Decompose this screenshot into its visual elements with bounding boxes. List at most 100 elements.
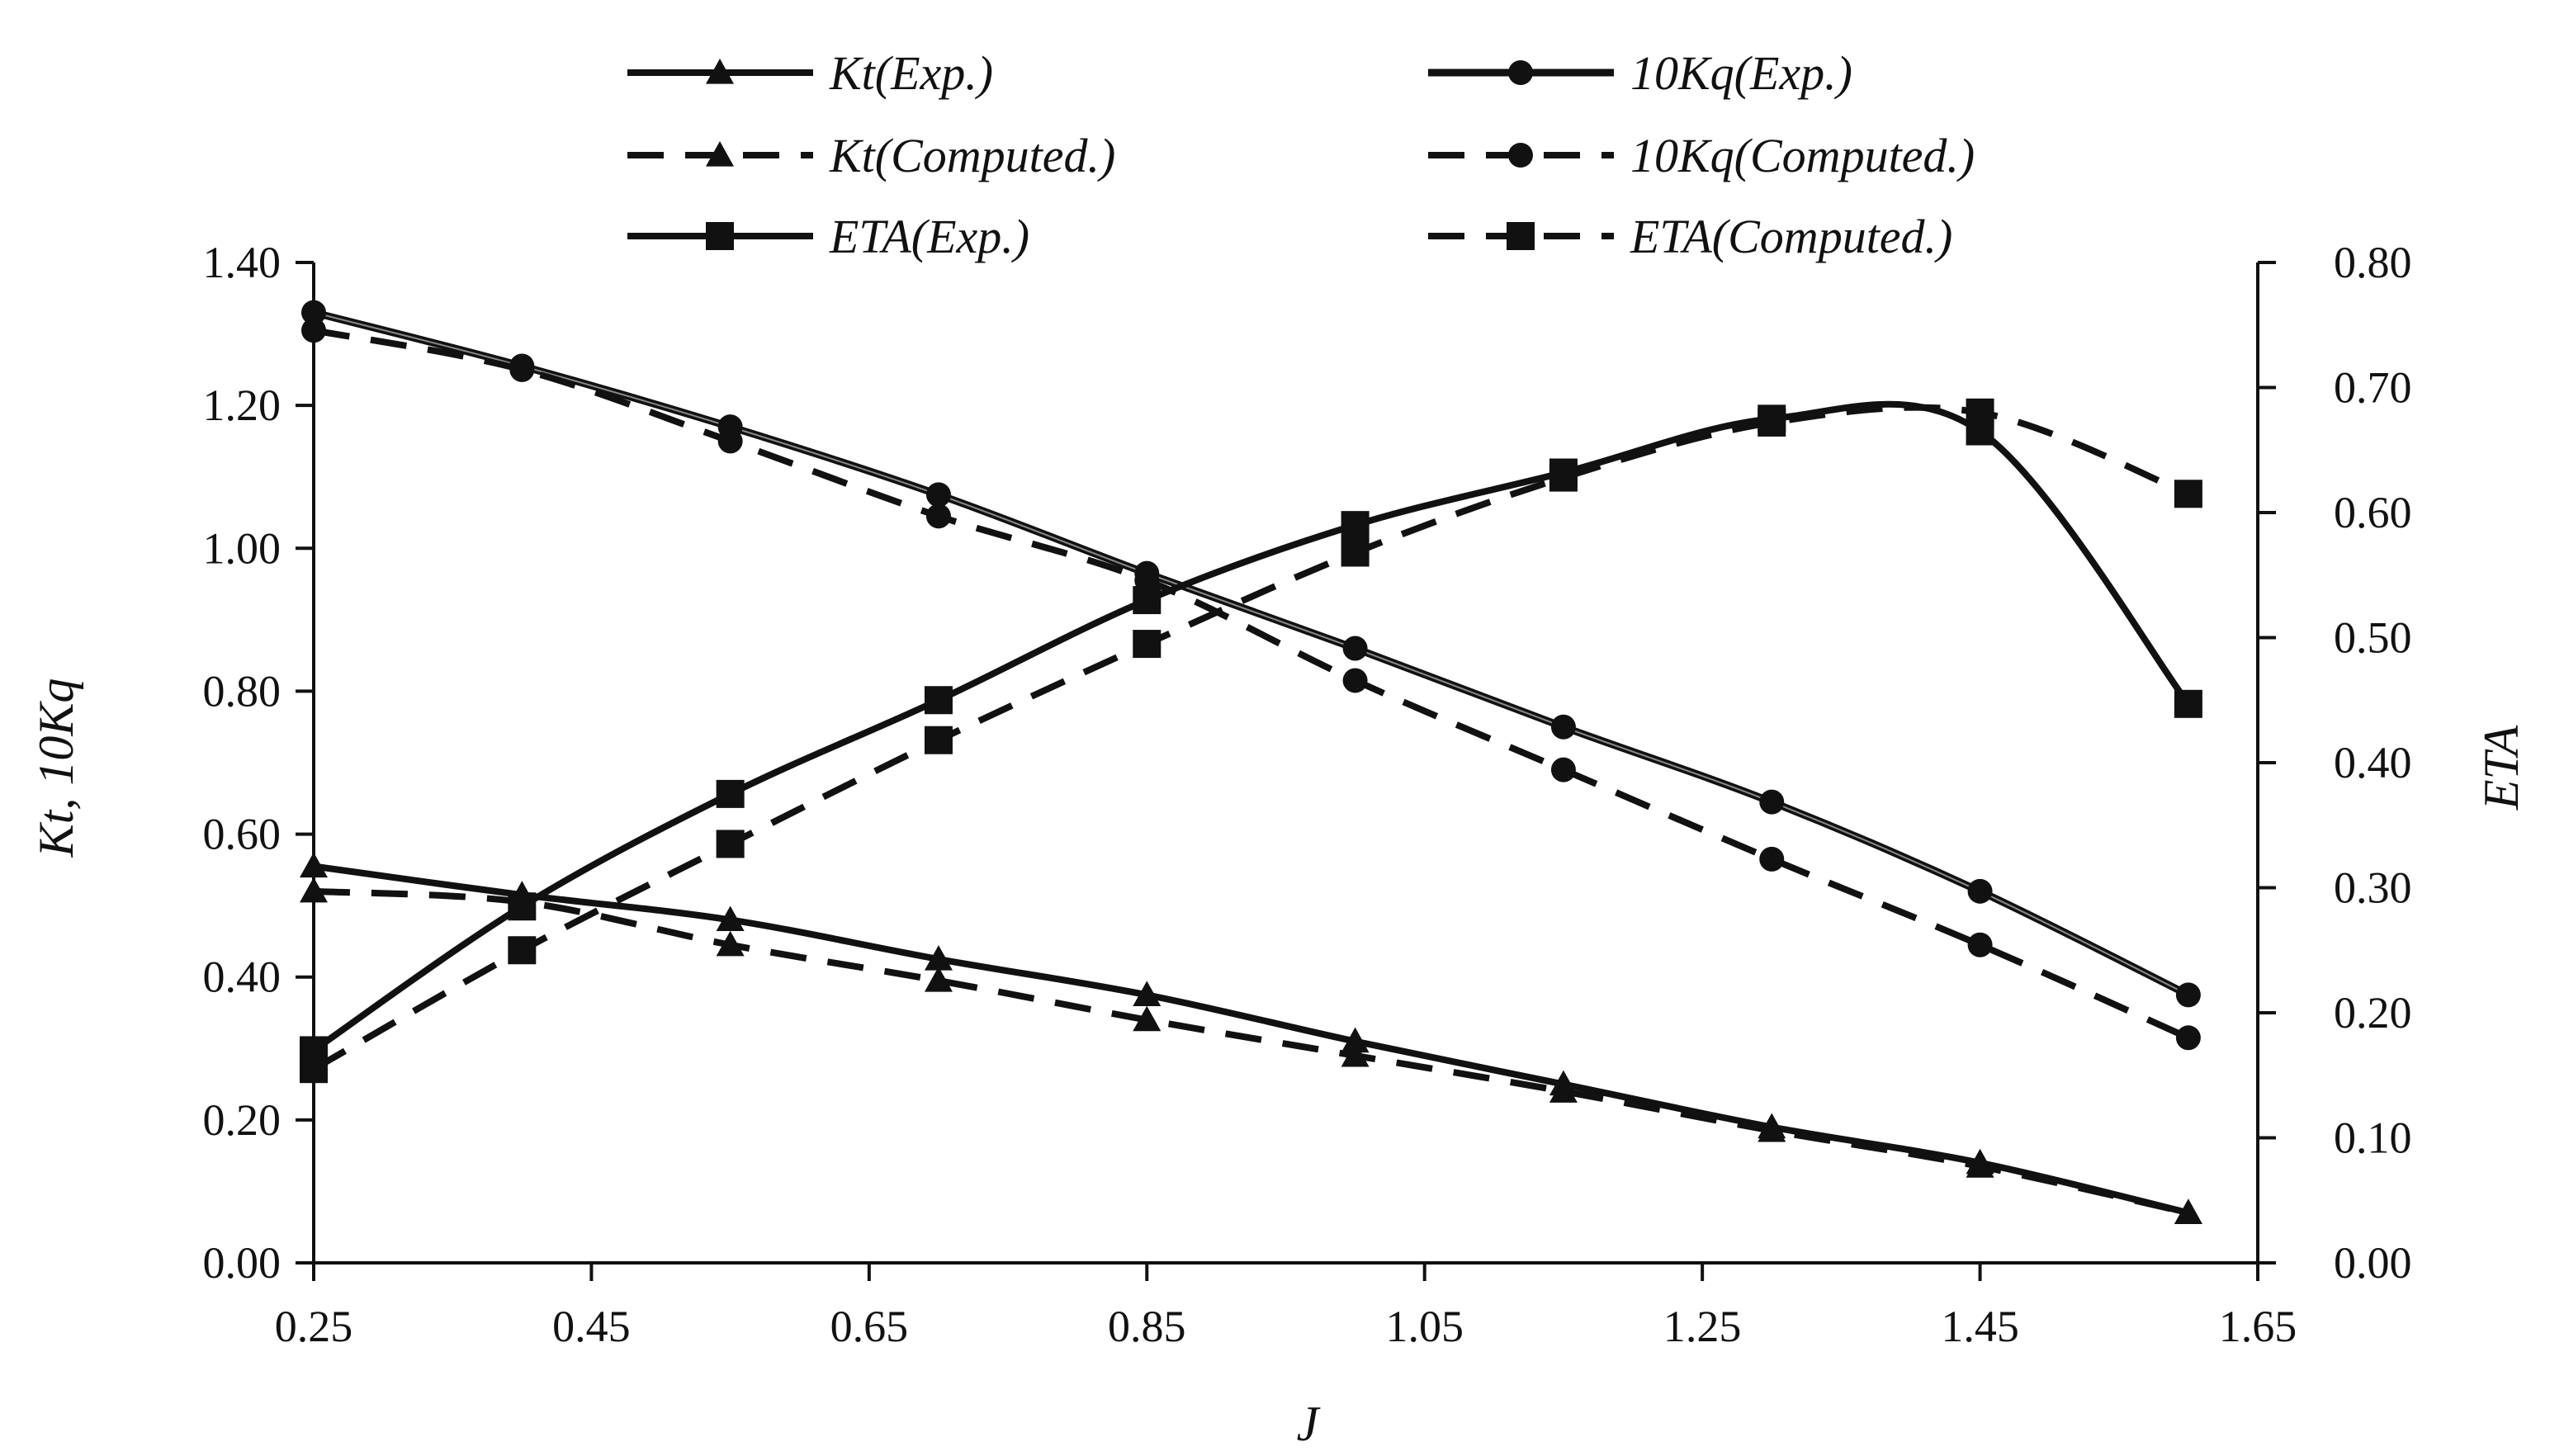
data-point bbox=[1134, 568, 1160, 593]
data-point bbox=[300, 1055, 328, 1084]
data-point bbox=[925, 482, 951, 508]
x-tick-label: 0.65 bbox=[830, 1302, 909, 1351]
legend-swatch-marker bbox=[706, 141, 734, 167]
x-tick-label: 1.45 bbox=[1941, 1302, 2019, 1351]
data-point bbox=[1758, 1116, 1786, 1142]
legend-item: Kt(Exp.) bbox=[627, 46, 993, 100]
series-line bbox=[311, 400, 2192, 1053]
y-tick-label-right: 0.30 bbox=[2334, 863, 2412, 913]
y-tick-label-left: 0.80 bbox=[203, 666, 281, 716]
legend-swatch-marker bbox=[1507, 222, 1535, 250]
y-axis-title-left: Kt, 10Kq bbox=[29, 678, 83, 858]
data-point bbox=[716, 930, 745, 957]
data-point bbox=[2175, 982, 2201, 1008]
y-axis-title-right: ETA bbox=[2474, 726, 2529, 811]
data-point bbox=[1966, 398, 1994, 427]
legend-label: 10Kq(Computed.) bbox=[1630, 129, 1975, 182]
data-point bbox=[1758, 408, 1786, 437]
data-point bbox=[2175, 1025, 2201, 1051]
data-point bbox=[925, 503, 951, 529]
series-layer bbox=[300, 300, 2202, 1224]
legend-label: ETA(Computed.) bbox=[1630, 210, 1952, 263]
x-tick-label: 0.85 bbox=[1108, 1302, 1186, 1351]
series-kt-computed- bbox=[300, 877, 2202, 1224]
x-tick-label: 1.25 bbox=[1663, 1302, 1742, 1351]
data-point bbox=[1341, 538, 1370, 567]
legend-swatch-marker bbox=[706, 222, 734, 250]
y-tick-label-right: 0.70 bbox=[2334, 363, 2412, 413]
data-point bbox=[1967, 878, 1993, 904]
x-tick-label: 1.05 bbox=[1385, 1302, 1464, 1351]
y-tick-label-right: 0.20 bbox=[2334, 988, 2412, 1038]
data-point bbox=[1342, 668, 1368, 693]
data-point bbox=[1133, 630, 1161, 659]
y-tick-label-right: 0.00 bbox=[2334, 1238, 2412, 1288]
data-point bbox=[716, 779, 745, 808]
legend: Kt(Exp.) 10Kq(Exp.) Kt(Computed.) 10Kq(Comp… bbox=[627, 46, 1975, 263]
data-point bbox=[2174, 1198, 2202, 1224]
data-point bbox=[1549, 463, 1578, 492]
data-point bbox=[1133, 1005, 1161, 1032]
data-point bbox=[300, 852, 328, 878]
data-point bbox=[1341, 1041, 1370, 1067]
series-line bbox=[312, 404, 2190, 1072]
data-point bbox=[924, 945, 953, 971]
data-point bbox=[508, 936, 537, 965]
y-tick-label-left: 0.00 bbox=[203, 1238, 281, 1288]
data-point bbox=[1759, 789, 1785, 815]
data-point bbox=[508, 887, 537, 914]
data-point bbox=[2174, 480, 2202, 508]
series-line bbox=[312, 309, 2190, 999]
legend-item: ETA(Computed.) bbox=[1428, 210, 1952, 263]
data-point bbox=[716, 830, 745, 858]
data-point bbox=[301, 318, 326, 343]
data-point bbox=[509, 357, 535, 382]
data-point bbox=[1759, 846, 1785, 872]
data-point bbox=[1133, 981, 1161, 1006]
data-point bbox=[1550, 757, 1576, 782]
x-tick-label: 0.25 bbox=[275, 1302, 353, 1351]
data-point bbox=[717, 428, 743, 454]
x-tick-label: 1.65 bbox=[2219, 1302, 2297, 1351]
series-eta-computed- bbox=[300, 398, 2202, 1084]
legend-item: 10Kq(Computed.) bbox=[1428, 129, 1975, 182]
series-line bbox=[313, 887, 2189, 1217]
series-10kq-computed- bbox=[301, 318, 2201, 1051]
series-line bbox=[313, 327, 2190, 1041]
legend-swatch-marker bbox=[1508, 143, 1533, 168]
y-tick-label-left: 0.40 bbox=[203, 953, 281, 1002]
data-point bbox=[301, 300, 326, 325]
y-tick-label-left: 1.20 bbox=[203, 381, 281, 430]
series-eta-exp- bbox=[300, 400, 2202, 1065]
data-point bbox=[1342, 636, 1368, 661]
data-point bbox=[1341, 1027, 1370, 1053]
legend-label: Kt(Exp.) bbox=[829, 46, 993, 100]
legend-label: 10Kq(Exp.) bbox=[1630, 46, 1852, 100]
data-point bbox=[1341, 511, 1370, 540]
y-tick-label-right: 0.80 bbox=[2334, 238, 2412, 287]
legend-item: ETA(Exp.) bbox=[627, 210, 1029, 263]
y-tick-label-left: 0.60 bbox=[203, 810, 281, 859]
y-tick-label-left: 1.40 bbox=[203, 238, 281, 287]
data-point bbox=[924, 967, 953, 992]
y-tick-label-right: 0.50 bbox=[2334, 613, 2412, 663]
legend-label: ETA(Exp.) bbox=[829, 210, 1029, 263]
data-point bbox=[1550, 714, 1576, 740]
data-point bbox=[1967, 932, 1993, 957]
legend-swatch-marker bbox=[1508, 60, 1533, 85]
y-tick-label-right: 0.60 bbox=[2334, 488, 2412, 537]
legend-swatch-marker bbox=[706, 59, 734, 84]
series-line-highlight bbox=[313, 311, 2189, 996]
legend-label: Kt(Computed.) bbox=[829, 129, 1115, 182]
x-axis-title: J bbox=[1297, 1397, 1321, 1451]
series-line bbox=[313, 863, 2189, 1217]
y-tick-label-right: 0.10 bbox=[2334, 1113, 2412, 1163]
data-point bbox=[300, 877, 328, 903]
axes: 0.25 0.45 0.65 0.85 1.05 1.25 1.45 1.65 0.00 0.20… bbox=[203, 238, 2412, 1351]
y-tick-label-right: 0.40 bbox=[2334, 738, 2412, 787]
data-point bbox=[1966, 1152, 1994, 1178]
legend-item: 10Kq(Exp.) bbox=[1428, 46, 1852, 100]
legend-item: Kt(Computed.) bbox=[627, 129, 1115, 182]
data-point bbox=[924, 686, 953, 715]
